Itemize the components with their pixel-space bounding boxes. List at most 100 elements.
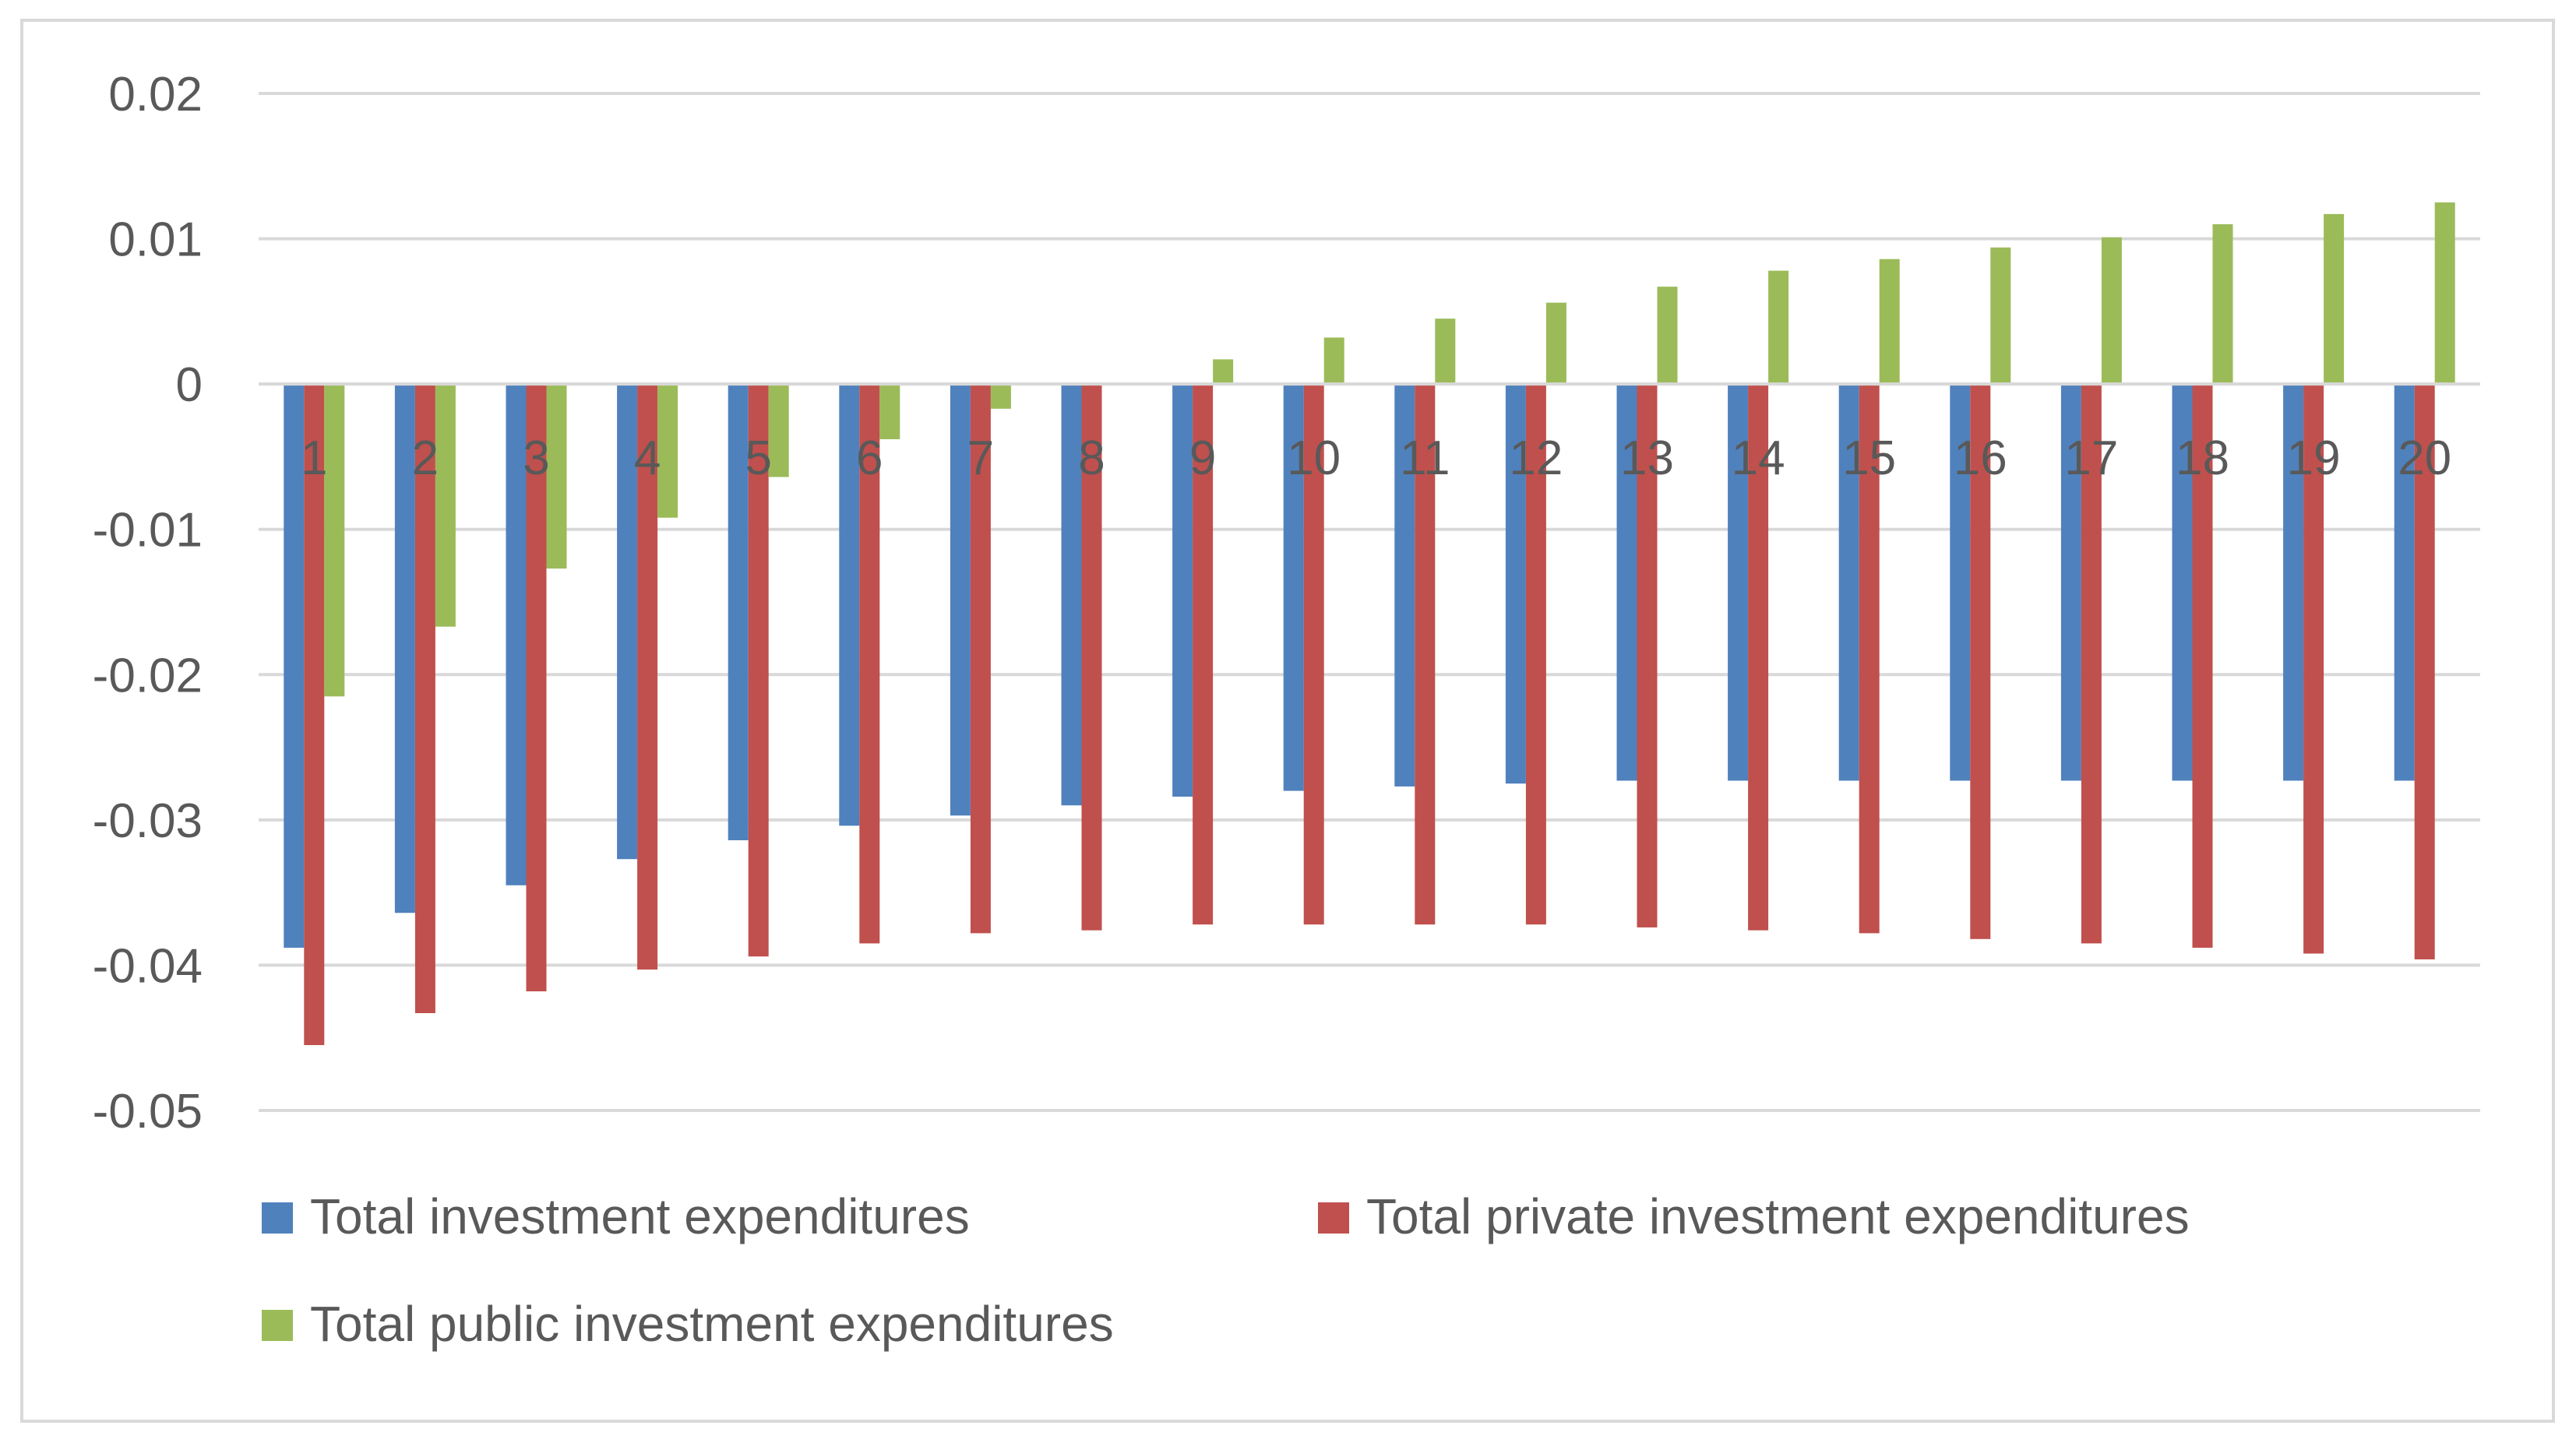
x-tick-label: 20 xyxy=(2398,431,2451,485)
bar-series-2-cat-15 xyxy=(1859,384,1880,934)
bar-series-3-cat-9 xyxy=(1213,359,1234,385)
bar-series-1-cat-18 xyxy=(2172,384,2193,781)
bar-series-3-cat-13 xyxy=(1657,287,1678,385)
bar-series-3-cat-14 xyxy=(1768,270,1789,385)
y-tick-label: -0.02 xyxy=(93,649,203,702)
bar-series-2-cat-7 xyxy=(970,384,991,934)
bar-series-3-cat-1 xyxy=(324,384,345,697)
bar-series-2-cat-4 xyxy=(637,384,658,970)
bar-series-2-cat-11 xyxy=(1415,384,1436,925)
bar-series-1-cat-5 xyxy=(728,384,749,840)
bar-series-3-cat-17 xyxy=(2101,237,2122,385)
bar-series-3-cat-15 xyxy=(1879,259,1900,385)
bar-series-1-cat-11 xyxy=(1394,384,1415,787)
x-tick-label: 4 xyxy=(634,431,661,485)
bar-series-1-cat-17 xyxy=(2060,384,2081,781)
bar-series-1-cat-20 xyxy=(2394,384,2415,781)
bar-series-3-cat-5 xyxy=(768,384,789,477)
bar-series-3-cat-10 xyxy=(1323,337,1344,385)
x-tick-label: 14 xyxy=(1732,431,1785,485)
bar-series-3-cat-16 xyxy=(1990,247,2011,385)
legend-item: Total public investment expenditures xyxy=(262,1296,1114,1352)
bar-series-2-cat-14 xyxy=(1748,384,1769,931)
bar-series-1-cat-2 xyxy=(394,384,415,913)
bar-series-2-cat-19 xyxy=(2303,384,2324,954)
bar-series-3-cat-4 xyxy=(657,384,678,518)
legend-item: Total investment expenditures xyxy=(262,1188,970,1244)
y-tick-label: -0.03 xyxy=(93,794,203,848)
legend-label: Total investment expenditures xyxy=(310,1188,970,1244)
x-tick-label: 5 xyxy=(745,431,771,485)
x-tick-label: 2 xyxy=(412,431,439,485)
bar-series-2-cat-8 xyxy=(1081,384,1102,931)
bar-series-3-cat-2 xyxy=(435,384,456,627)
bar-series-2-cat-18 xyxy=(2192,384,2213,949)
bar-series-1-cat-15 xyxy=(1838,384,1859,781)
legend: Total investment expenditures Total priva… xyxy=(262,1188,2190,1352)
x-tick-label: 10 xyxy=(1287,431,1341,485)
bar-series-1-cat-19 xyxy=(2283,384,2304,781)
bar-series-1-cat-7 xyxy=(950,384,971,816)
bar-series-1-cat-8 xyxy=(1061,384,1082,806)
bars xyxy=(259,202,2480,1046)
bar-series-3-cat-6 xyxy=(879,384,900,440)
bar-series-2-cat-16 xyxy=(1970,384,1991,939)
legend-swatch xyxy=(262,1202,293,1234)
y-tick-label: 0.01 xyxy=(108,213,203,267)
bar-series-1-cat-16 xyxy=(1950,384,1971,781)
x-tick-label: 7 xyxy=(967,431,994,485)
legend-swatch xyxy=(262,1310,293,1341)
y-tick-label: -0.04 xyxy=(93,939,203,993)
bar-series-1-cat-9 xyxy=(1172,384,1193,797)
x-tick-label: 17 xyxy=(2064,431,2118,485)
x-tick-label: 19 xyxy=(2287,431,2341,485)
y-tick-label: -0.01 xyxy=(93,504,203,558)
gridlines xyxy=(259,92,2480,1112)
bar-series-2-cat-6 xyxy=(859,384,880,944)
bar-series-3-cat-11 xyxy=(1435,319,1456,385)
bar-series-3-cat-7 xyxy=(990,384,1011,409)
x-tick-label: 3 xyxy=(523,431,549,485)
bar-series-3-cat-3 xyxy=(546,384,567,569)
x-tick-label: 8 xyxy=(1078,431,1105,485)
x-axis-tick-labels: 1 2 3 4 5 6 7 8 9 10 11 12 13 14 15 16 17 18 19 20 xyxy=(301,431,2451,485)
bar-series-2-cat-20 xyxy=(2414,384,2435,959)
legend-swatch xyxy=(1318,1202,1349,1234)
bar-series-1-cat-13 xyxy=(1616,384,1637,781)
bar-series-1-cat-3 xyxy=(506,384,527,885)
x-tick-label: 1 xyxy=(301,431,327,485)
bar-series-1-cat-10 xyxy=(1283,384,1304,791)
y-axis-tick-labels: 0.02 0.01 0 -0.01 -0.02 -0.03 -0.04 -0.05 xyxy=(93,68,203,1139)
y-tick-label: -0.05 xyxy=(93,1085,203,1139)
x-tick-label: 9 xyxy=(1189,431,1216,485)
bar-series-3-cat-20 xyxy=(2434,202,2455,385)
bar-series-3-cat-12 xyxy=(1545,302,1566,385)
x-tick-label: 16 xyxy=(1954,431,2007,485)
bar-series-2-cat-13 xyxy=(1637,384,1658,927)
legend-label: Total private investment expenditures xyxy=(1366,1188,2190,1244)
y-tick-label: 0 xyxy=(176,358,203,412)
x-tick-label: 12 xyxy=(1509,431,1563,485)
legend-label: Total public investment expenditures xyxy=(310,1296,1114,1352)
bar-series-1-cat-4 xyxy=(617,384,638,860)
bar-series-1-cat-1 xyxy=(284,384,305,949)
bar-series-2-cat-3 xyxy=(526,384,547,992)
x-tick-label: 15 xyxy=(1842,431,1896,485)
bar-series-2-cat-5 xyxy=(748,384,769,957)
bar-series-2-cat-2 xyxy=(414,384,435,1013)
bar-series-1-cat-12 xyxy=(1505,384,1526,784)
x-tick-label: 18 xyxy=(2176,431,2229,485)
bar-series-2-cat-1 xyxy=(304,384,325,1046)
bar-series-2-cat-9 xyxy=(1193,384,1214,925)
x-tick-label: 11 xyxy=(1400,431,1450,485)
bar-series-2-cat-12 xyxy=(1525,384,1546,925)
legend-item: Total private investment expenditures xyxy=(1318,1188,2190,1244)
x-tick-label: 13 xyxy=(1620,431,1674,485)
x-tick-label: 6 xyxy=(856,431,883,485)
bar-series-1-cat-6 xyxy=(839,384,860,826)
bar-series-3-cat-19 xyxy=(2324,213,2345,385)
bar-series-2-cat-17 xyxy=(2081,384,2102,944)
y-tick-label: 0.02 xyxy=(108,68,203,121)
